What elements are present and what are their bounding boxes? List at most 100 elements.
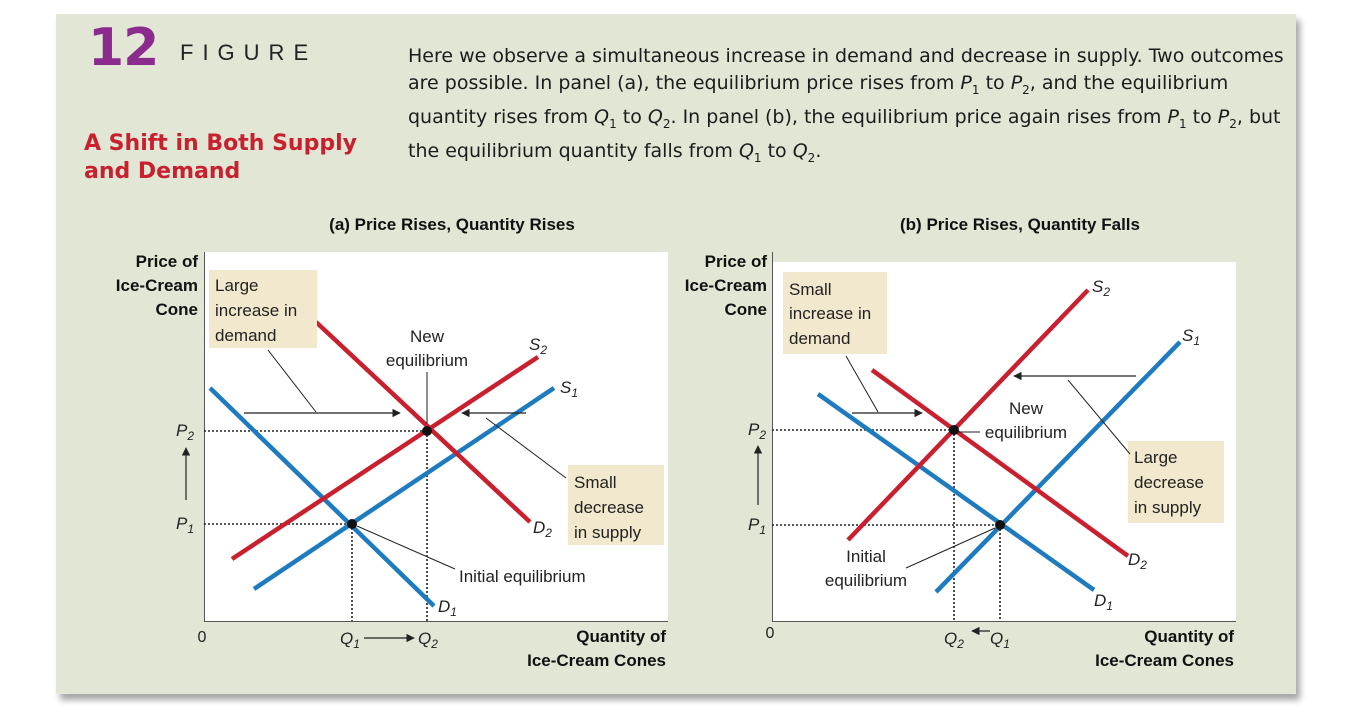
- callout-line: decrease: [1134, 473, 1204, 492]
- figure-title: A Shift in Both Supply and Demand: [84, 130, 384, 186]
- quantity-label-q1: Q1: [340, 629, 360, 651]
- label-d2: D2: [533, 518, 552, 540]
- panel-a-initial-equilibrium-point: [347, 519, 357, 529]
- x-axis-label-line: Quantity of: [1144, 627, 1234, 646]
- panel-b-curve-labels: S1 S2 D1 D2: [1092, 277, 1200, 613]
- caption-symbol: Q1: [738, 139, 762, 165]
- label-s2: S2: [1092, 277, 1110, 299]
- panel-a-curve-labels: S1 S2 D1 D2: [438, 335, 578, 619]
- panel-b-supply-curve-s2: [846, 288, 1090, 542]
- panel-a-price-labels: P2 P1: [176, 421, 194, 536]
- caption-text: to: [979, 72, 1011, 94]
- annotation-line: New: [1009, 399, 1044, 418]
- caption-text: . In panel (b), the equilibrium price ag…: [670, 105, 1168, 128]
- panel-a-new-equilibrium-point: [422, 426, 432, 436]
- caption-symbol: P2: [1010, 72, 1030, 97]
- quantity-label-q2: Q2: [418, 629, 438, 651]
- panel-a: (a) Price Rises, Quantity Rises Price of…: [116, 215, 668, 670]
- panel-a-supply-curve-s2: [230, 355, 540, 561]
- quantity-label-q2: Q2: [944, 629, 964, 651]
- caption-symbol: P1: [1167, 105, 1187, 131]
- caption-text: , and the equilibrium quantity rises fro…: [408, 72, 1229, 128]
- callout-box: [568, 465, 664, 545]
- callout-line: Large: [215, 276, 258, 295]
- caption-symbol: Q1: [594, 105, 617, 131]
- panel-a-quantity-labels: Q1 Q2: [340, 629, 438, 651]
- annotation-line: equilibrium: [825, 571, 907, 590]
- y-axis-label-line: Cone: [156, 300, 199, 319]
- figure-number: 12: [88, 18, 159, 78]
- callout-line: in supply: [574, 523, 642, 542]
- panel-a-guides: [204, 430, 428, 621]
- caption-symbol: Q2: [647, 105, 671, 131]
- callout-leader: [267, 349, 317, 413]
- figure-title-line: A Shift in Both Supply: [84, 131, 357, 156]
- y-axis-label-line: Ice-Cream: [685, 276, 767, 295]
- annotation-line: Initial equilibrium: [459, 567, 586, 586]
- panel-a-x-axis-label: Quantity of Ice-Cream Cones: [527, 627, 666, 670]
- panel-b-x-axis-label: Quantity of Ice-Cream Cones: [1095, 627, 1234, 670]
- callout-line: in supply: [1134, 498, 1202, 517]
- callout-leader: [845, 355, 879, 413]
- panel-b-demand-curve-d2: [870, 368, 1130, 558]
- caption-text: , but the equilibrium quantity falls fro…: [408, 105, 1281, 162]
- panel-a-title: (a) Price Rises, Quantity Rises: [329, 215, 575, 234]
- panel-b-callout-demand: Small increase in demand: [783, 272, 887, 413]
- figure-caption: Here we observe a simultaneous increase …: [408, 43, 1288, 171]
- panel-a-callout-supply: Small decrease in supply: [485, 417, 664, 545]
- panel-a-initial-equilibrium-annotation: Initial equilibrium: [356, 525, 586, 586]
- panel-b-initial-equilibrium-point: [995, 520, 1005, 530]
- panel-b: (b) Price Rises, Quantity Falls Price of…: [685, 215, 1236, 670]
- callout-line: Small: [789, 280, 832, 299]
- caption-symbol: Q2: [792, 139, 816, 165]
- label-s1: S1: [1182, 326, 1200, 348]
- caption-text: to: [616, 105, 648, 128]
- panel-b-price-labels: P2 P1: [748, 420, 766, 537]
- annotation-line: Initial: [846, 547, 886, 566]
- callout-line: increase in: [789, 304, 871, 323]
- callout-box: [209, 270, 317, 348]
- callout-leader: [485, 417, 567, 479]
- panel-a-origin-label: 0: [198, 629, 207, 646]
- price-label-p1: P1: [748, 515, 766, 537]
- annotation-line: equilibrium: [386, 351, 468, 370]
- callout-line: Small: [574, 473, 617, 492]
- y-axis-label-line: Ice-Cream: [116, 276, 198, 295]
- panel-b-supply-curve-s1: [934, 340, 1182, 594]
- x-axis-label-line: Ice-Cream Cones: [1095, 651, 1234, 670]
- callout-line: decrease: [574, 498, 644, 517]
- annotation-line: equilibrium: [985, 423, 1067, 442]
- panel-b-y-axis-label: Price of Ice-Cream Cone: [685, 252, 768, 319]
- y-axis-label-line: Price of: [136, 252, 199, 271]
- y-axis-label-line: Cone: [725, 300, 768, 319]
- panel-b-origin-label: 0: [766, 625, 775, 642]
- panel-b-title: (b) Price Rises, Quantity Falls: [900, 215, 1140, 234]
- callout-line: Large: [1134, 448, 1177, 467]
- panel-b-demand-curve-d1: [816, 392, 1096, 592]
- annotation-leader: [356, 525, 456, 570]
- y-axis-label-line: Price of: [705, 252, 768, 271]
- annotation-leader: [905, 527, 996, 569]
- caption-symbol: P1: [960, 72, 980, 97]
- panel-b-initial-equilibrium-annotation: Initial equilibrium: [825, 527, 996, 590]
- callout-leader: [1067, 379, 1131, 455]
- panel-a-y-axis-label: Price of Ice-Cream Cone: [116, 252, 199, 319]
- panel-b-quantity-labels: Q2 Q1: [944, 629, 1010, 651]
- label-s2: S2: [529, 335, 547, 357]
- panel-a-new-equilibrium-annotation: New equilibrium: [386, 327, 468, 424]
- quantity-label-q1: Q1: [990, 629, 1010, 651]
- annotation-line: New: [410, 327, 445, 346]
- callout-box: [783, 272, 887, 354]
- caption-text: to: [761, 139, 793, 162]
- label-d2: D2: [1128, 550, 1147, 572]
- panel-a-supply-curve-s1: [252, 386, 556, 591]
- figure-label: FIGURE: [180, 40, 318, 65]
- price-label-p2: P2: [748, 420, 766, 442]
- callout-line: increase in: [215, 301, 297, 320]
- x-axis-label-line: Quantity of: [576, 627, 666, 646]
- panel-b-new-equilibrium-point: [949, 425, 959, 435]
- figure-title-line: and Demand: [84, 159, 241, 184]
- panel-b-callout-supply: Large decrease in supply: [1067, 379, 1224, 523]
- caption-text: to: [1186, 105, 1218, 128]
